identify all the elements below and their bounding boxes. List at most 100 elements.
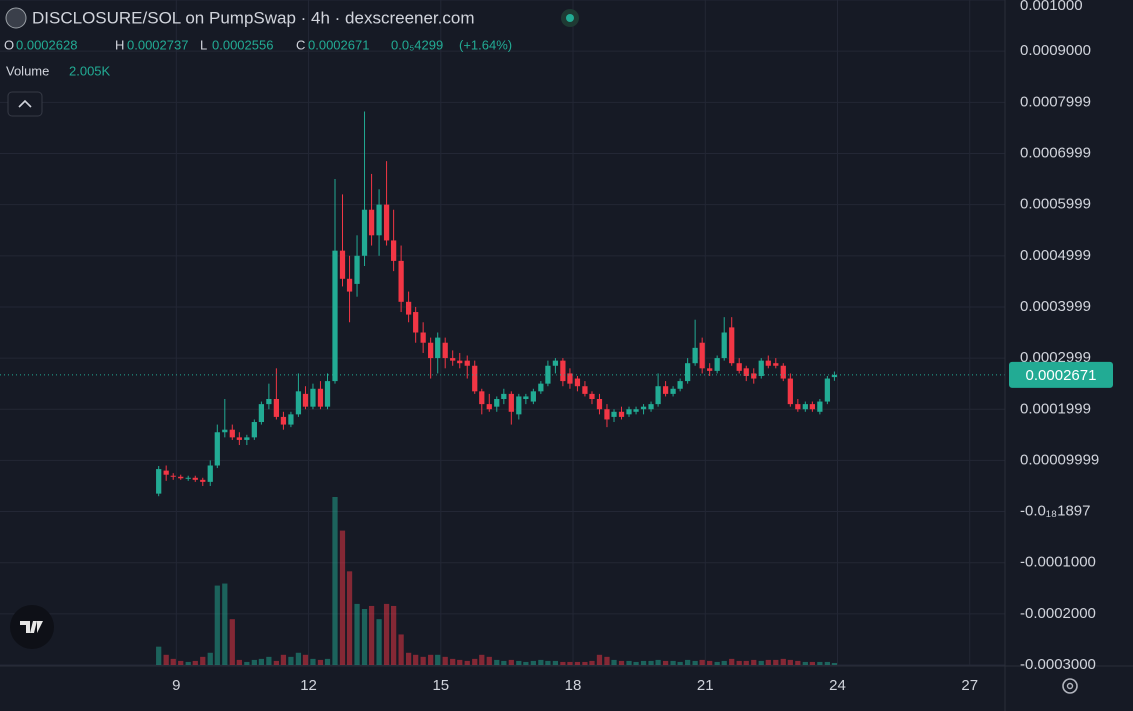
candle-body	[523, 396, 529, 399]
candle-body	[736, 363, 742, 371]
candle-body	[214, 432, 220, 466]
candle-body	[405, 301, 412, 315]
volume-bar	[405, 652, 412, 665]
candle-body	[685, 363, 691, 382]
volume-bar	[442, 656, 448, 665]
candle-body	[560, 360, 566, 382]
volume-bar	[574, 661, 581, 665]
candle-body	[655, 386, 661, 405]
candle-body	[156, 469, 162, 494]
collapse-button[interactable]	[7, 91, 43, 117]
last-price-tag	[1009, 361, 1113, 388]
x-tick-label: 9	[172, 677, 180, 694]
candle-body	[266, 399, 272, 405]
candle-body	[677, 381, 683, 389]
candle-body	[428, 342, 434, 359]
volume-bar	[751, 659, 757, 665]
candle-body	[464, 360, 470, 366]
volume-bar	[809, 661, 815, 665]
volume-value: 2.005K	[69, 63, 111, 78]
volume-bar	[376, 619, 382, 665]
volume-bar	[817, 661, 823, 665]
candle-body	[721, 332, 727, 359]
ohlc-key: O	[4, 37, 14, 52]
settings-icon[interactable]	[1062, 678, 1078, 694]
y-tick-label: -0.0003000	[1020, 656, 1096, 673]
settings-icon-center	[1066, 682, 1074, 690]
ohlc-key: H	[115, 37, 124, 52]
candle-body	[302, 393, 309, 407]
ohlc-value: 0.0002671	[308, 37, 369, 52]
volume-bar	[567, 661, 573, 665]
candle-body	[809, 404, 815, 410]
volume-bar	[207, 652, 213, 665]
volume-bar	[773, 659, 779, 665]
candle-body	[633, 409, 639, 412]
volume-bar	[501, 660, 507, 665]
candle-body	[251, 422, 257, 438]
y-tick-label: -0.0₁₈1897	[1020, 503, 1091, 520]
candle-body	[310, 388, 316, 407]
candle-body	[530, 391, 536, 402]
candle-body	[413, 312, 419, 333]
volume-bar	[611, 659, 617, 665]
candle-body	[163, 470, 169, 475]
volume-bar	[244, 661, 250, 665]
volume-bar	[156, 646, 162, 665]
candle-body	[751, 373, 757, 379]
chart-title: DISCLOSURE/SOL on PumpSwap · 4h · dexscr…	[32, 8, 475, 27]
volume-bar	[450, 658, 456, 665]
candle-body	[545, 365, 551, 384]
candle-body	[288, 414, 294, 425]
candle-body	[457, 360, 463, 364]
candle-body	[207, 465, 213, 482]
candle-body	[354, 255, 360, 284]
tv-logo-mark	[20, 621, 43, 633]
volume-bar	[530, 660, 536, 665]
volume-bar	[523, 661, 529, 665]
candle-body	[420, 332, 426, 343]
ohlc-value: 0.0002556	[212, 37, 273, 52]
y-tick-label: 0.0004999	[1020, 247, 1091, 264]
volume-bar	[302, 654, 309, 665]
candle-body	[589, 393, 595, 399]
volume-bar	[714, 661, 720, 665]
volume-bar	[258, 658, 265, 665]
y-tick-label: 0.0003999	[1020, 298, 1091, 315]
status-dot	[566, 14, 574, 22]
candle-body	[662, 386, 669, 394]
volume-bar	[795, 660, 801, 665]
volume-bar	[486, 656, 492, 665]
volume-bar	[222, 583, 228, 665]
volume-bar	[640, 660, 647, 665]
volume-bar	[545, 660, 551, 665]
candle-body	[604, 409, 610, 420]
candle-body	[538, 383, 544, 392]
y-tick-label: 0.0007999	[1020, 93, 1091, 110]
candle-body	[339, 250, 346, 279]
candle-body	[780, 365, 786, 379]
volume-bar	[310, 658, 316, 665]
candle-body	[611, 411, 617, 417]
y-tick-label: -0.0002000	[1020, 605, 1096, 622]
volume-bar	[677, 661, 683, 665]
volume-bar	[670, 660, 676, 665]
candle-body	[192, 477, 198, 480]
volume-bar	[457, 659, 463, 665]
volume-bar	[332, 497, 338, 665]
volume-bar	[288, 656, 294, 665]
volume-bar	[391, 605, 397, 665]
volume-bar	[729, 658, 735, 665]
volume-bar	[361, 609, 368, 665]
volume-bar	[185, 661, 191, 665]
volume-bar	[229, 619, 235, 665]
y-tick-label: 0.0001999	[1020, 400, 1091, 417]
volume-bar	[413, 654, 419, 665]
y-tick-label: 0.0006999	[1020, 144, 1091, 161]
y-tick-label: -0.0001000	[1020, 554, 1096, 571]
volume-bar	[648, 660, 654, 665]
y-tick-label: 0.0002999	[1020, 349, 1091, 366]
volume-bar	[552, 660, 559, 665]
candle-body	[707, 368, 713, 371]
